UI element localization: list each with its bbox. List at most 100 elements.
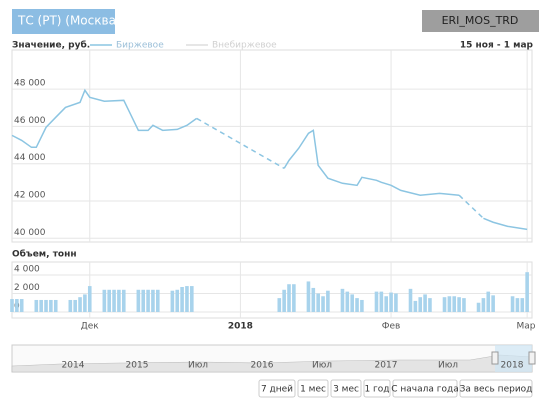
range-button[interactable]: За весь период bbox=[459, 379, 533, 398]
volume-bar bbox=[520, 298, 525, 312]
legend-item[interactable]: Биржевое bbox=[90, 41, 164, 51]
y-tick-label: 44 000 bbox=[14, 153, 46, 163]
volume-bar bbox=[277, 298, 282, 312]
volume-bar bbox=[486, 291, 491, 312]
code: ERI_MOS_TRD bbox=[442, 14, 519, 27]
volume-bar bbox=[141, 289, 146, 312]
volume-bar bbox=[408, 288, 413, 312]
volume-bar bbox=[389, 292, 393, 312]
x-tick-label: Фев bbox=[382, 322, 401, 332]
date-range: 15 ноя - 1 мар bbox=[460, 41, 534, 51]
volume-bar bbox=[345, 291, 350, 312]
volume-bar bbox=[418, 297, 423, 312]
button-box bbox=[297, 379, 329, 398]
volume-bar bbox=[34, 299, 39, 312]
volume-bar bbox=[180, 287, 184, 312]
volume-bar bbox=[83, 294, 87, 312]
volume-frame bbox=[11, 261, 533, 319]
volume-bar bbox=[481, 298, 486, 312]
navigator-label: 2017 bbox=[375, 361, 398, 371]
navigator-label: Июл bbox=[312, 361, 332, 371]
range-button[interactable]: 7 дней bbox=[258, 379, 296, 398]
legend-item[interactable]: Внебиржевое bbox=[186, 41, 277, 51]
button-label: 1 год bbox=[364, 385, 389, 395]
volume-bar bbox=[87, 286, 92, 312]
volume-bar bbox=[321, 296, 325, 312]
y-tick-label: 48 000 bbox=[14, 79, 46, 89]
button-box bbox=[258, 379, 296, 398]
navigator-label: 2018 bbox=[501, 361, 524, 371]
volume-bar bbox=[121, 289, 126, 312]
volume-bar bbox=[155, 289, 160, 312]
x-tick-label: 2018 bbox=[228, 322, 253, 332]
navigator-handle[interactable] bbox=[491, 351, 499, 365]
navigator-window[interactable] bbox=[495, 345, 532, 372]
volume-bar bbox=[292, 284, 296, 312]
gap-connector bbox=[458, 194, 484, 219]
legend-label: Биржевое bbox=[116, 41, 164, 51]
volume-bar bbox=[311, 287, 316, 312]
volume-bar bbox=[476, 302, 481, 312]
title-box bbox=[12, 9, 115, 34]
button-label: С начала года bbox=[391, 385, 458, 395]
plot-frame bbox=[11, 49, 533, 243]
gap-connector bbox=[196, 117, 285, 170]
navigator-label: 2014 bbox=[62, 361, 85, 371]
volume-bar bbox=[146, 289, 150, 312]
volume-bar bbox=[491, 295, 495, 312]
volume-bar bbox=[19, 299, 24, 312]
button-box bbox=[459, 379, 533, 398]
range-button[interactable]: 1 мес bbox=[297, 379, 329, 398]
volume-bar bbox=[117, 289, 121, 312]
legend-label: Внебиржевое bbox=[212, 41, 277, 51]
navigator-label: Июл bbox=[188, 361, 208, 371]
volume-bar bbox=[10, 299, 14, 312]
range-button[interactable]: 3 мес bbox=[330, 379, 362, 398]
volume-bar bbox=[360, 299, 364, 312]
volume-bar bbox=[136, 289, 141, 312]
volume-bar bbox=[15, 299, 19, 312]
volume-bar bbox=[457, 297, 461, 312]
y-tick-label: 42 000 bbox=[14, 190, 46, 200]
volume-bar bbox=[442, 297, 447, 312]
button-box bbox=[363, 379, 391, 398]
volume-bar bbox=[515, 298, 520, 312]
volume-bar bbox=[151, 289, 155, 312]
range-button[interactable]: 1 год bbox=[363, 379, 391, 398]
title: ТС (РТ) (Москва) bbox=[17, 14, 121, 28]
volume-bar bbox=[525, 272, 529, 312]
volume-bar bbox=[112, 289, 116, 312]
volume-bar bbox=[379, 291, 384, 312]
y-tick-label: 40 000 bbox=[14, 228, 46, 238]
volume-bar bbox=[44, 299, 48, 312]
range-button[interactable]: С начала года bbox=[391, 379, 459, 398]
volume-bar bbox=[78, 297, 82, 312]
volume-bar bbox=[384, 296, 389, 312]
volume-bar bbox=[306, 281, 311, 312]
x-tick-label: Дек bbox=[81, 322, 100, 332]
volume-bar bbox=[340, 288, 345, 312]
value-label: Значение, руб. bbox=[12, 40, 90, 51]
button-label: 7 дней bbox=[261, 385, 293, 395]
volume-bar bbox=[510, 296, 515, 312]
button-label: 3 мес bbox=[333, 385, 359, 395]
volume-bar bbox=[462, 298, 466, 312]
price-line bbox=[11, 88, 198, 149]
button-label: За весь период bbox=[460, 385, 533, 395]
price-line bbox=[283, 129, 460, 196]
volume-bar bbox=[394, 293, 398, 312]
volume-bar bbox=[423, 294, 427, 312]
volume-bar bbox=[185, 286, 189, 312]
volume-bar bbox=[374, 291, 379, 312]
volume-bar bbox=[190, 286, 194, 312]
navigator-label: 2016 bbox=[251, 361, 274, 371]
navigator-handle[interactable] bbox=[528, 351, 536, 365]
volume-bar bbox=[452, 296, 457, 312]
y-tick-label: 4 000 bbox=[14, 264, 40, 274]
volume-bar bbox=[49, 299, 53, 312]
volume-bar bbox=[53, 299, 58, 312]
volume-bar bbox=[102, 289, 107, 312]
button-box bbox=[330, 379, 362, 398]
volume-bar bbox=[316, 293, 320, 312]
